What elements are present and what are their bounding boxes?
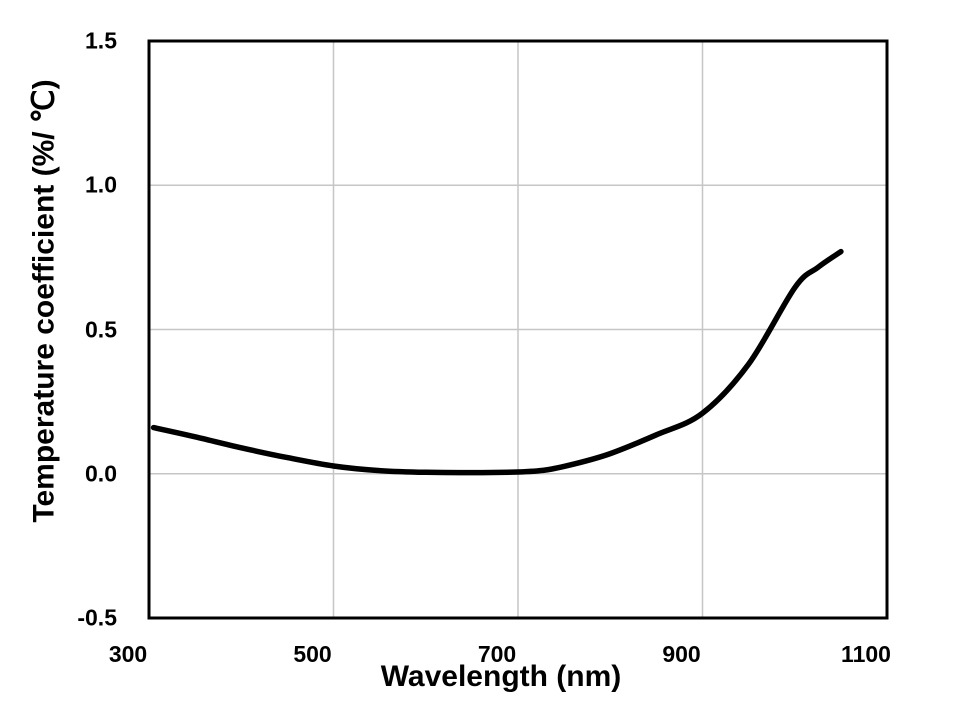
y-tick-label: 0.5 <box>85 316 117 342</box>
y-axis-title: Temperature coefficient (%/ ℃) <box>27 79 61 523</box>
x-tick-label: 300 <box>108 641 148 667</box>
y-tick-label: 1.0 <box>85 171 117 198</box>
y-tick-label: -0.5 <box>77 604 117 631</box>
y-axis-tick-labels: -0.5 0.0 0.5 1.0 1.5 <box>0 0 117 719</box>
x-tick-label: 700 <box>477 641 517 667</box>
x-tick-label: 900 <box>662 641 701 667</box>
plot-border <box>147 39 889 620</box>
x-axis-tick-labels: 300 500 700 900 1100 <box>0 641 957 671</box>
series-line-temperature-coefficient <box>150 248 844 476</box>
x-tick-label: 500 <box>293 641 332 667</box>
y-tick-label: 1.5 <box>85 27 117 54</box>
x-axis-title: Wavelength (nm) <box>380 660 622 693</box>
y-tick-label: 0.0 <box>85 460 117 487</box>
x-tick-label: 1100 <box>841 641 891 667</box>
